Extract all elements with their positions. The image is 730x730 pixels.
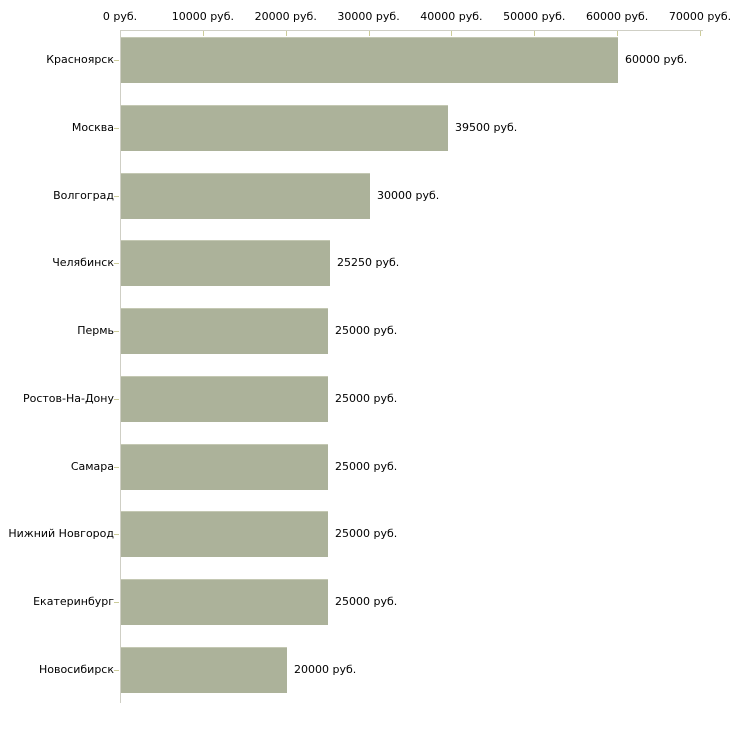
bar bbox=[121, 173, 370, 219]
category-tick bbox=[114, 60, 119, 61]
value-label: 30000 руб. bbox=[377, 188, 440, 202]
value-label: 39500 руб. bbox=[455, 120, 518, 134]
category-tick bbox=[114, 263, 119, 264]
x-axis-tick bbox=[285, 31, 287, 36]
x-axis-tick bbox=[534, 31, 536, 36]
x-axis-tick-label: 40000 руб. bbox=[420, 10, 483, 23]
category-label: Красноярск bbox=[46, 53, 114, 66]
category-tick bbox=[114, 534, 119, 535]
value-label: 25250 руб. bbox=[337, 256, 400, 270]
x-axis-line bbox=[120, 30, 703, 31]
x-axis-tick bbox=[451, 31, 453, 36]
x-axis-tick bbox=[202, 31, 204, 36]
category-tick bbox=[114, 128, 119, 129]
category-tick bbox=[114, 670, 119, 671]
bar bbox=[121, 240, 330, 286]
category-label: Екатеринбург bbox=[33, 595, 114, 609]
x-axis-tick-label: 30000 руб. bbox=[337, 10, 400, 23]
x-axis-tick-label: 70000 руб. bbox=[668, 10, 730, 23]
bar bbox=[121, 511, 328, 557]
x-axis-tick bbox=[368, 31, 370, 36]
y-axis-line bbox=[120, 30, 121, 703]
category-label: Волгоград bbox=[53, 188, 114, 202]
value-label: 25000 руб. bbox=[335, 595, 398, 609]
bar bbox=[121, 308, 328, 354]
x-axis-tick-label: 0 руб. bbox=[102, 10, 138, 23]
x-axis-tick bbox=[699, 31, 701, 36]
category-label: Новосибирск bbox=[38, 663, 114, 677]
x-axis-tick-label: 50000 руб. bbox=[503, 10, 566, 23]
x-axis-tick bbox=[617, 31, 619, 36]
category-label: Самара bbox=[70, 459, 114, 473]
bar bbox=[121, 647, 287, 693]
bar bbox=[121, 579, 328, 625]
x-axis-tick-label: 20000 руб. bbox=[254, 10, 317, 23]
category-label: Нижний Новгород bbox=[8, 527, 114, 541]
category-label: Ростов-На-Дону bbox=[22, 391, 114, 405]
category-label: Челябинск bbox=[52, 256, 114, 270]
value-label: 20000 руб. bbox=[294, 663, 357, 677]
bar bbox=[121, 37, 618, 83]
value-label: 25000 руб. bbox=[335, 459, 398, 473]
value-label: 25000 руб. bbox=[335, 391, 398, 405]
value-label: 25000 руб. bbox=[335, 527, 398, 541]
value-label: 60000 руб. bbox=[625, 53, 688, 66]
bar bbox=[121, 376, 328, 422]
category-tick bbox=[114, 399, 119, 400]
x-axis-tick-label: 10000 руб. bbox=[171, 10, 234, 23]
category-tick bbox=[114, 196, 119, 197]
bar bbox=[121, 105, 448, 151]
category-tick bbox=[114, 331, 119, 332]
category-tick bbox=[114, 602, 119, 603]
bar bbox=[121, 444, 328, 490]
value-label: 25000 руб. bbox=[335, 324, 398, 338]
x-axis-tick-label: 60000 руб. bbox=[586, 10, 649, 23]
category-tick bbox=[114, 467, 119, 468]
category-label: Москва bbox=[71, 120, 114, 134]
category-label: Пермь bbox=[77, 324, 114, 338]
